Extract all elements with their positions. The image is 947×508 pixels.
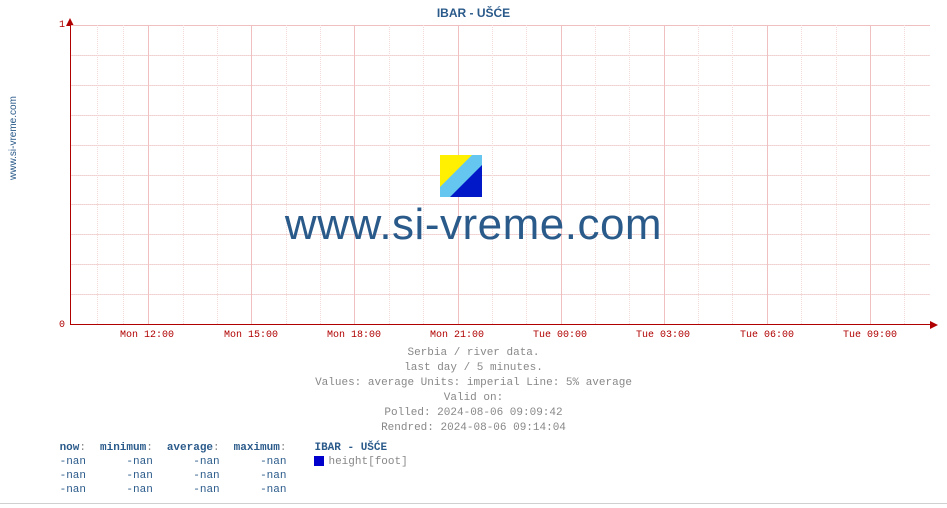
xtick: Tue 00:00 — [533, 330, 587, 341]
chart-title: IBAR - UŠĆE — [0, 6, 947, 20]
xtick: Tue 09:00 — [843, 330, 897, 341]
table-row: -nan -nan -nan -nan — [32, 470, 414, 482]
series-name: IBAR - UŠĆE — [294, 442, 413, 454]
ytick-0: 0 — [25, 320, 65, 331]
x-axis-arrow — [930, 321, 938, 329]
xtick: Tue 03:00 — [636, 330, 690, 341]
stats-header-row: now: minimum: average: maximum: IBAR - U… — [32, 442, 414, 454]
watermark-text: www.si-vreme.com — [0, 200, 947, 250]
info-line: Serbia / river data. — [0, 346, 947, 361]
ytick-1: 1 — [25, 20, 65, 31]
info-line: Valid on: — [0, 391, 947, 406]
info-block: Serbia / river data. last day / 5 minute… — [0, 346, 947, 436]
chart-container: IBAR - UŠĆE www.si-vreme.com — [0, 0, 947, 508]
legend-item: height[foot] — [294, 456, 413, 468]
source-link[interactable]: www.si-vreme.com — [8, 96, 19, 180]
info-line: Rendred: 2024-08-06 09:14:04 — [0, 421, 947, 436]
plot-area — [70, 25, 930, 325]
table-row: -nan -nan -nan -nan — [32, 484, 414, 496]
info-line: Values: average Units: imperial Line: 5%… — [0, 376, 947, 391]
xtick: Mon 18:00 — [327, 330, 381, 341]
info-line: Polled: 2024-08-06 09:09:42 — [0, 406, 947, 421]
xtick: Mon 21:00 — [430, 330, 484, 341]
table-row: -nan -nan -nan -nan height[foot] — [32, 456, 414, 468]
stats-table: now: minimum: average: maximum: IBAR - U… — [30, 440, 416, 498]
legend-swatch — [314, 456, 324, 466]
info-line: last day / 5 minutes. — [0, 361, 947, 376]
xtick: Mon 15:00 — [224, 330, 278, 341]
logo-icon — [440, 155, 482, 197]
xtick: Tue 06:00 — [740, 330, 794, 341]
footer-divider — [0, 503, 947, 504]
xtick: Mon 12:00 — [120, 330, 174, 341]
